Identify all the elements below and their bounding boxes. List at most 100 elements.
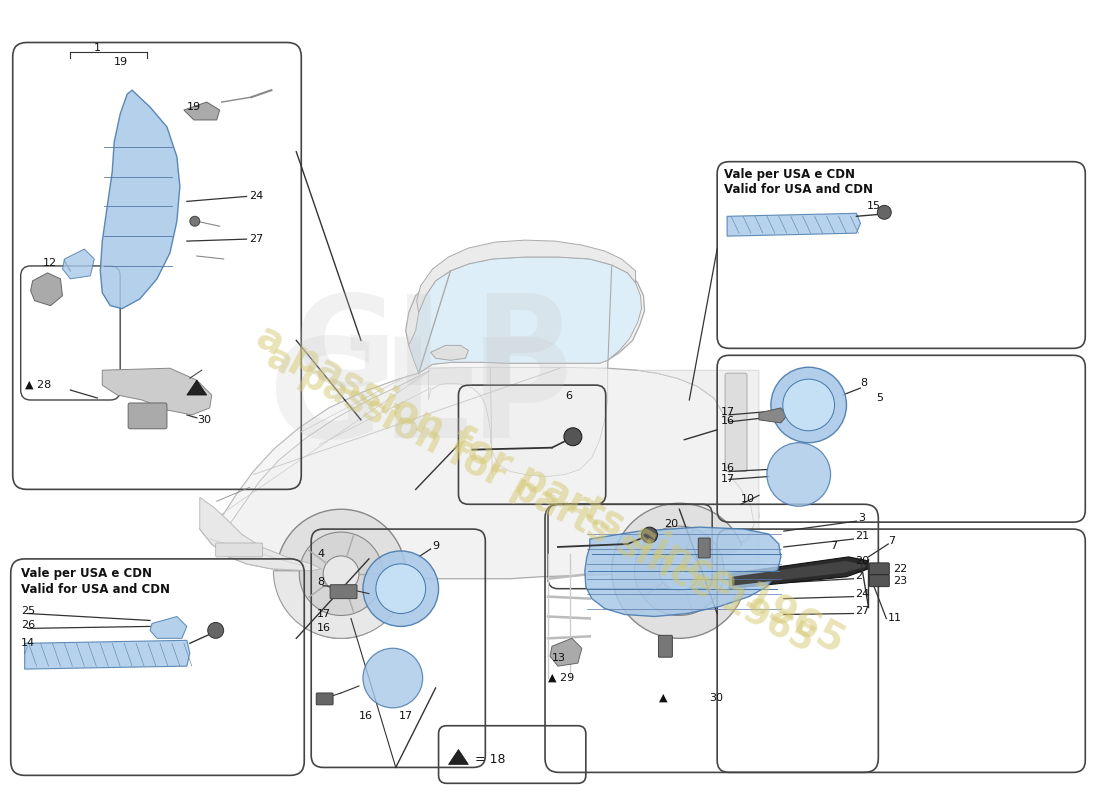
Text: 16: 16 xyxy=(722,462,735,473)
Circle shape xyxy=(635,526,724,615)
Polygon shape xyxy=(759,408,786,423)
Text: 2: 2 xyxy=(856,570,862,581)
Text: ▲ 28: ▲ 28 xyxy=(24,380,51,390)
Text: ▲: ▲ xyxy=(659,693,668,703)
Circle shape xyxy=(363,648,422,708)
Text: a passion for parts since 1965: a passion for parts since 1965 xyxy=(250,318,850,661)
Polygon shape xyxy=(150,617,187,638)
Text: Vale per USA e CDN: Vale per USA e CDN xyxy=(724,168,855,181)
Polygon shape xyxy=(24,640,190,669)
Circle shape xyxy=(276,510,406,638)
Text: 26: 26 xyxy=(21,621,35,630)
Text: 20: 20 xyxy=(664,519,679,529)
Polygon shape xyxy=(409,257,641,373)
Polygon shape xyxy=(727,214,860,236)
FancyBboxPatch shape xyxy=(316,693,333,705)
Text: 17: 17 xyxy=(317,609,331,618)
Circle shape xyxy=(190,216,200,226)
Polygon shape xyxy=(102,368,211,415)
Text: 9: 9 xyxy=(432,541,440,551)
Polygon shape xyxy=(63,249,95,279)
Text: 24: 24 xyxy=(250,191,264,202)
Polygon shape xyxy=(585,527,781,617)
Circle shape xyxy=(878,206,891,219)
Polygon shape xyxy=(187,380,207,395)
Text: 17: 17 xyxy=(722,474,735,485)
Text: 25: 25 xyxy=(21,606,35,615)
Text: 27: 27 xyxy=(856,606,870,615)
Text: 21: 21 xyxy=(856,531,870,541)
Text: 23: 23 xyxy=(893,576,907,586)
Text: 13: 13 xyxy=(552,653,567,663)
FancyBboxPatch shape xyxy=(128,403,167,429)
Text: GLP: GLP xyxy=(294,290,568,411)
Polygon shape xyxy=(550,638,582,666)
Text: 14: 14 xyxy=(21,638,35,648)
Polygon shape xyxy=(449,750,469,765)
FancyBboxPatch shape xyxy=(869,563,889,574)
Polygon shape xyxy=(729,557,868,589)
Text: 30: 30 xyxy=(710,693,723,703)
Text: 27: 27 xyxy=(250,234,264,244)
Text: 16: 16 xyxy=(359,710,373,721)
Polygon shape xyxy=(733,561,866,586)
FancyBboxPatch shape xyxy=(330,585,358,598)
Text: 6: 6 xyxy=(565,391,572,401)
Text: 7: 7 xyxy=(889,536,895,546)
Text: = 18: = 18 xyxy=(475,753,506,766)
Text: 11: 11 xyxy=(889,614,902,623)
Circle shape xyxy=(767,442,830,506)
Polygon shape xyxy=(200,498,321,571)
Text: 5: 5 xyxy=(877,393,883,403)
Polygon shape xyxy=(200,259,759,578)
Text: ▲ 29: ▲ 29 xyxy=(548,673,574,683)
Circle shape xyxy=(299,532,383,615)
FancyBboxPatch shape xyxy=(216,543,263,557)
Circle shape xyxy=(363,551,439,626)
Polygon shape xyxy=(638,370,759,571)
FancyBboxPatch shape xyxy=(869,574,889,586)
Circle shape xyxy=(641,527,658,543)
Text: 16: 16 xyxy=(317,623,331,634)
Text: 17: 17 xyxy=(399,710,412,721)
Polygon shape xyxy=(200,360,607,541)
Circle shape xyxy=(208,622,223,638)
Polygon shape xyxy=(430,346,469,360)
Circle shape xyxy=(323,556,359,592)
Text: 17: 17 xyxy=(722,407,735,417)
Text: 16: 16 xyxy=(722,416,735,426)
Text: 7: 7 xyxy=(830,541,838,551)
FancyBboxPatch shape xyxy=(659,635,672,658)
Text: 30: 30 xyxy=(197,415,211,425)
Wedge shape xyxy=(274,571,409,638)
Text: Valid for USA and CDN: Valid for USA and CDN xyxy=(724,183,873,196)
Text: 20: 20 xyxy=(856,556,870,566)
Polygon shape xyxy=(429,367,607,477)
Text: 19: 19 xyxy=(187,102,201,112)
Text: 8: 8 xyxy=(317,577,324,586)
Text: 8: 8 xyxy=(860,378,868,388)
Circle shape xyxy=(376,564,426,614)
Circle shape xyxy=(771,367,847,442)
Text: 22: 22 xyxy=(893,564,907,574)
Circle shape xyxy=(612,503,747,638)
Text: 15: 15 xyxy=(867,202,880,211)
Text: Vale per USA e CDN: Vale per USA e CDN xyxy=(21,567,152,580)
Text: 10: 10 xyxy=(741,494,755,504)
FancyBboxPatch shape xyxy=(725,373,747,471)
Polygon shape xyxy=(417,240,636,313)
Circle shape xyxy=(659,551,700,590)
Polygon shape xyxy=(100,90,180,309)
Polygon shape xyxy=(184,102,220,120)
Text: 24: 24 xyxy=(856,589,870,598)
Polygon shape xyxy=(31,273,63,306)
Circle shape xyxy=(564,428,582,446)
Text: a passion for parts since 1965: a passion for parts since 1965 xyxy=(261,340,820,658)
Text: GLP: GLP xyxy=(268,333,573,467)
Text: 4: 4 xyxy=(317,549,324,559)
Circle shape xyxy=(783,379,835,430)
FancyBboxPatch shape xyxy=(698,538,711,558)
Text: 1: 1 xyxy=(95,43,101,54)
Text: Valid for USA and CDN: Valid for USA and CDN xyxy=(21,583,169,596)
Text: 19: 19 xyxy=(114,58,129,67)
